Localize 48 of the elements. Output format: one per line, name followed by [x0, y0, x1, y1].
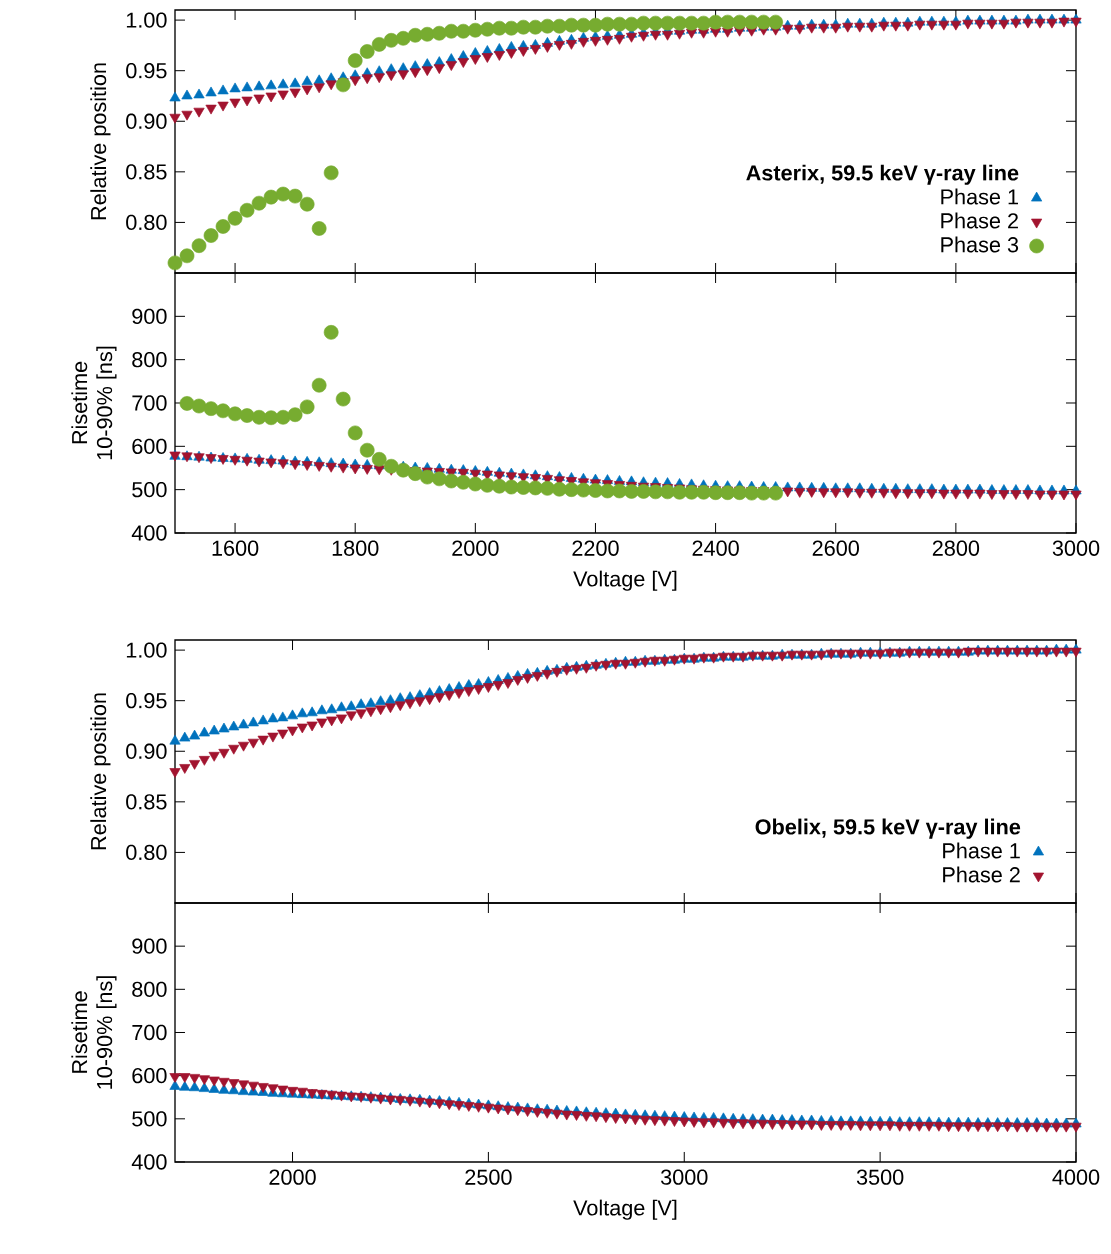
y-tick-label: 1.00 [126, 642, 167, 658]
x-tick-label: 1800 [332, 540, 379, 556]
y-tick-label: 800 [132, 981, 167, 997]
y-tick-label: 700 [132, 395, 167, 411]
x-tick-label: 2000 [452, 540, 499, 556]
y-tick-label: 0.80 [126, 844, 167, 861]
x-tick-label: 4000 [1052, 1169, 1100, 1185]
y-tick-label: 1.00 [126, 12, 167, 28]
y-tick-label: 800 [132, 351, 167, 368]
x-tick-label: 2400 [692, 540, 739, 556]
y-tick-label: 600 [132, 1067, 167, 1084]
legend-title: Asterix, 59.5 keV γ-ray line [746, 164, 1019, 185]
x-axis-title: Voltage [V] [573, 570, 677, 591]
y-tick-label: 500 [132, 1111, 167, 1127]
y-tick-label: 400 [131, 1154, 167, 1170]
x-tick-label: 2200 [572, 540, 619, 556]
legend-label: Phase 1 [941, 188, 1018, 205]
y-tick-label: 900 [132, 308, 167, 324]
legend-title: Obelix, 59.5 keV γ-ray line [755, 818, 1021, 839]
y-tick-label: 700 [132, 1024, 167, 1041]
y-axis-title: Relative position [90, 63, 111, 220]
x-tick-label: 2600 [812, 540, 859, 556]
y-tick-label: 0.90 [126, 113, 167, 129]
y-axis-title: Risetime 10-90% [ns] [71, 346, 117, 460]
x-tick-label: 2800 [932, 540, 980, 556]
y-tick-label: 0.80 [126, 214, 167, 231]
y-axis-title: Relative position [90, 693, 111, 850]
legend-label: Phase 2 [941, 212, 1018, 229]
x-tick-label: 3000 [1052, 540, 1100, 556]
y-tick-label: 0.85 [126, 794, 167, 810]
y-tick-label: 0.95 [126, 63, 167, 79]
x-tick-label: 3000 [660, 1169, 708, 1185]
x-tick-label: 2000 [269, 1169, 316, 1185]
y-tick-label: 0.85 [126, 164, 167, 180]
y-tick-label: 900 [132, 938, 167, 954]
y-axis-title: Risetime 10-90% [ns] [71, 976, 117, 1089]
y-tick-label: 600 [132, 438, 167, 454]
y-tick-label: 0.90 [126, 743, 167, 759]
y-tick-label: 400 [131, 525, 167, 541]
x-axis-title: Voltage [V] [573, 1199, 677, 1220]
legend-label: Phase 2 [943, 866, 1020, 883]
legend-label: Phase 1 [943, 842, 1020, 859]
x-tick-label: 1600 [212, 540, 259, 556]
x-tick-label: 3500 [856, 1169, 904, 1185]
y-tick-label: 0.95 [126, 693, 167, 709]
y-tick-label: 500 [132, 481, 167, 498]
x-tick-label: 2500 [465, 1169, 512, 1185]
legend-label: Phase 3 [941, 236, 1019, 253]
